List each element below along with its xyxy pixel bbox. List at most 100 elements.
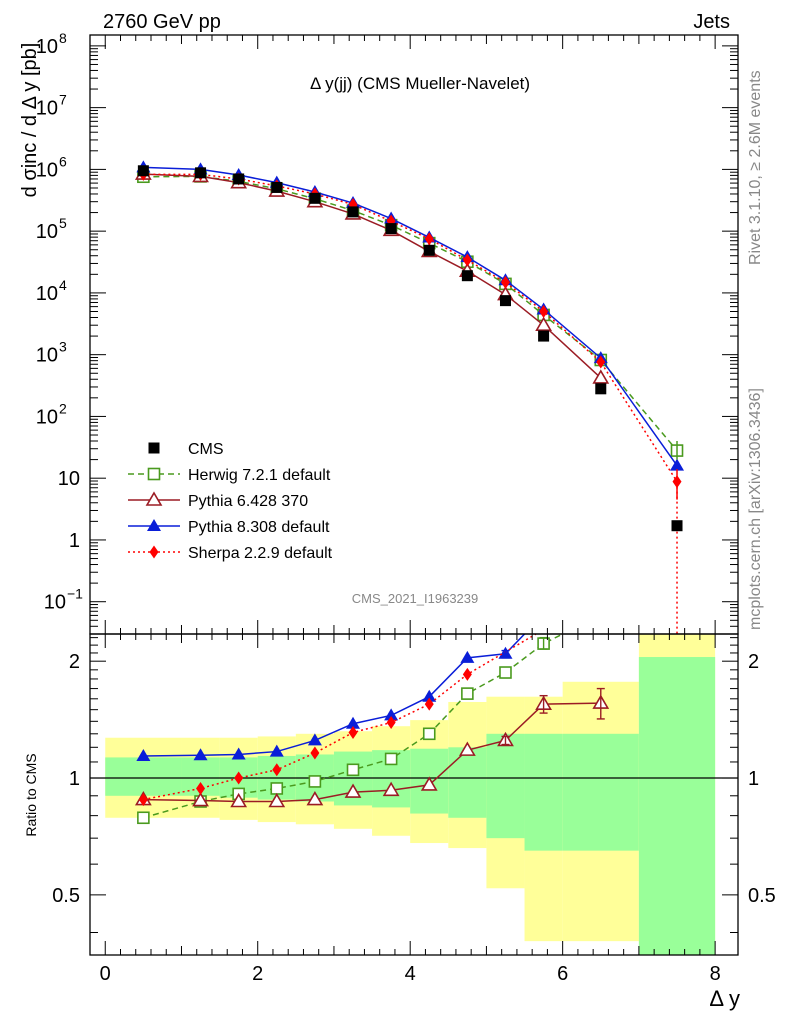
chart-title: Δ y(jj) (CMS Mueller-Navelet): [310, 74, 530, 93]
legend-marker: [147, 467, 161, 481]
ratio-point: [193, 748, 208, 761]
legend-label: Sherpa 2.2.9 default: [188, 545, 333, 562]
ratio-line: [143, 702, 601, 803]
series-point: [596, 355, 606, 369]
ratio-point: [310, 746, 320, 760]
data-point: [595, 383, 607, 395]
ratio-point: [137, 811, 150, 825]
series-line: [143, 175, 678, 452]
ratio-point: [384, 752, 398, 766]
ratio-point: [462, 667, 472, 681]
series-line: [143, 173, 678, 483]
ratio-point: [272, 763, 282, 777]
y-tick-exponent: −1: [67, 586, 83, 602]
green-band: [105, 757, 182, 796]
y-tick-exponent: 3: [59, 339, 67, 355]
ratio-point: [308, 775, 322, 788]
ratio-point: [382, 781, 400, 797]
y-tick-exponent: 7: [59, 92, 67, 108]
ratio-point: [384, 708, 399, 721]
legend-label: Pythia 8.308 default: [188, 519, 330, 536]
ratio-point: [270, 782, 284, 795]
data-point: [538, 330, 550, 342]
data-point: [309, 192, 321, 204]
series-point: [500, 275, 510, 289]
x-tick-label: 6: [557, 963, 568, 985]
series-point: [462, 253, 472, 267]
ratio-point: [230, 792, 248, 808]
ratio-point: [420, 776, 438, 791]
data-point: [423, 244, 435, 256]
ratio-plot: [134, 633, 610, 825]
series-point: [424, 232, 434, 246]
ratio-point: [138, 793, 148, 807]
y-tick-exponent: 5: [59, 215, 67, 231]
ratio-point: [136, 748, 151, 761]
y-tick-exponent: 6: [59, 153, 67, 169]
series-point: [670, 458, 685, 471]
legend-marker: [148, 442, 160, 454]
ratio-point: [346, 716, 361, 729]
y-tick-label: 10: [36, 283, 58, 305]
ratio-point: [458, 741, 476, 756]
ratio-point: [348, 726, 358, 740]
rivet-version-label: Rivet 3.1.10, ≥ 2.6M events: [747, 70, 764, 265]
y-tick-label: 10: [58, 468, 80, 490]
data-point: [195, 167, 207, 179]
green-band: [524, 733, 563, 851]
y-axis-label: d σinc / d Δ y [pb]: [19, 43, 41, 198]
x-axis-label: Δ y: [709, 986, 740, 1011]
energy-label: 2760 GeV pp: [103, 11, 221, 33]
ratio-point: [268, 792, 286, 808]
y-tick-label: 10: [36, 159, 58, 181]
ratio-point: [422, 727, 436, 741]
legend-label: CMS: [188, 441, 224, 458]
legend: CMS Herwig 7.2.1 default Pythia 6.428 370 P…: [128, 441, 333, 562]
legend-marker: [145, 491, 163, 506]
ratio-point: [231, 747, 246, 760]
x-tick-label: 2: [252, 963, 263, 985]
data-point: [137, 165, 149, 177]
ratio-point: [499, 666, 512, 679]
y-tick-label: 10: [36, 345, 58, 367]
y-tick-label: 10: [36, 406, 58, 428]
ratio-point: [306, 790, 324, 806]
ratio-line: [143, 633, 537, 801]
ratio-tick-label: 0.5: [748, 885, 776, 907]
data-point: [233, 173, 245, 185]
figure-header: 2760 GeV pp Jets: [103, 11, 730, 33]
data-point: [271, 181, 283, 193]
ratio-point: [424, 697, 434, 711]
y-tick-label: 1: [69, 530, 80, 552]
ratio-tick-label: 2: [748, 651, 759, 673]
ratio-point: [461, 687, 474, 700]
ratio-point: [234, 771, 244, 785]
green-band: [562, 733, 639, 851]
mcplots-label: mcplots.cern.ch [arXiv:1306.3436]: [747, 388, 764, 630]
ratio-point: [344, 783, 362, 798]
ratio-frame: [89, 633, 739, 956]
green-band: [638, 657, 716, 955]
analysis-watermark: CMS_2021_I1963239: [352, 591, 479, 606]
ratio-axis-label: Ratio to CMS: [23, 753, 39, 836]
legend-label: Herwig 7.2.1 default: [188, 467, 331, 484]
ratio-tick-label: 2: [69, 651, 80, 673]
ratio-point: [386, 716, 396, 730]
series-point: [592, 369, 610, 384]
ratio-tick-label: 1: [748, 768, 759, 790]
green-band: [486, 733, 525, 839]
x-tick-label: 8: [710, 963, 721, 985]
ratio-point: [192, 791, 209, 807]
legend-marker: [147, 519, 161, 531]
y-tick-exponent: 2: [59, 400, 67, 416]
data-point: [499, 295, 511, 307]
data-point: [347, 206, 359, 218]
ratio-point: [346, 763, 360, 777]
ratio-point: [460, 650, 475, 663]
ratio-point: [196, 781, 206, 795]
x-tick-label: 0: [100, 963, 111, 985]
legend-marker: [149, 545, 159, 559]
legend-label: Pythia 6.428 370: [188, 493, 308, 510]
